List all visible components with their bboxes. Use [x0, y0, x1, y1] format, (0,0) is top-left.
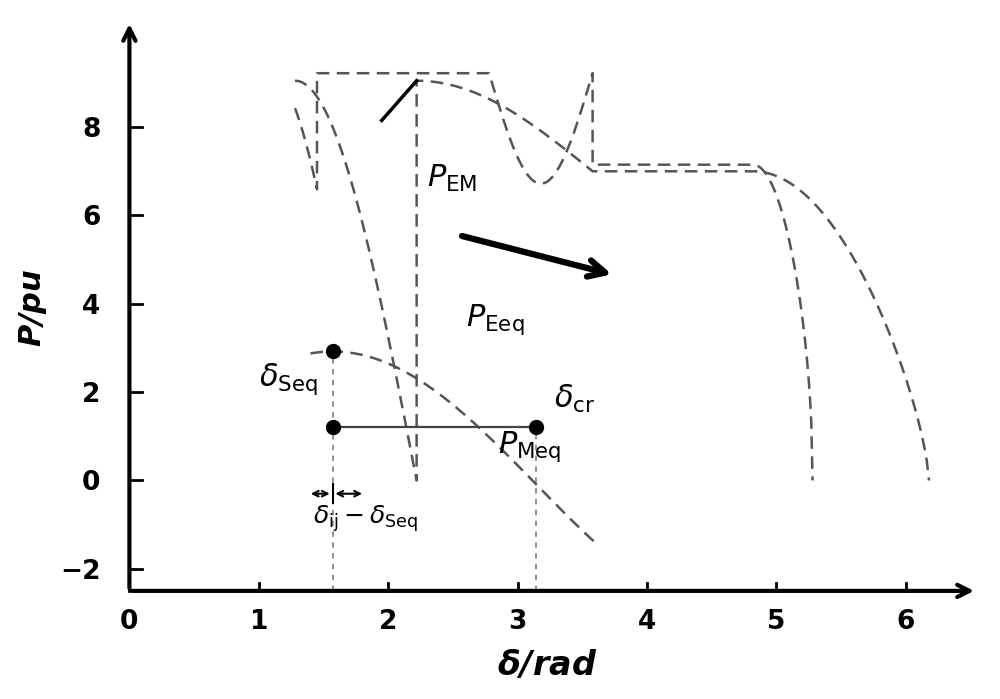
Text: $P_{\rm Meq}$: $P_{\rm Meq}$ — [498, 429, 562, 464]
Text: $P_{\rm EM}$: $P_{\rm EM}$ — [427, 163, 477, 194]
Text: $P_{\rm Eeq}$: $P_{\rm Eeq}$ — [466, 302, 524, 337]
Text: $\delta_{\rm cr}$: $\delta_{\rm cr}$ — [554, 382, 595, 415]
Text: $\delta_{\rm Seq}$: $\delta_{\rm Seq}$ — [259, 361, 318, 396]
Y-axis label: $\boldsymbol{P}$/pu: $\boldsymbol{P}$/pu — [17, 269, 49, 347]
Text: $\delta_{\rm ij}-\delta_{\rm Seq}$: $\delta_{\rm ij}-\delta_{\rm Seq}$ — [313, 503, 418, 534]
X-axis label: $\boldsymbol{\delta}$/rad: $\boldsymbol{\delta}$/rad — [497, 649, 597, 682]
